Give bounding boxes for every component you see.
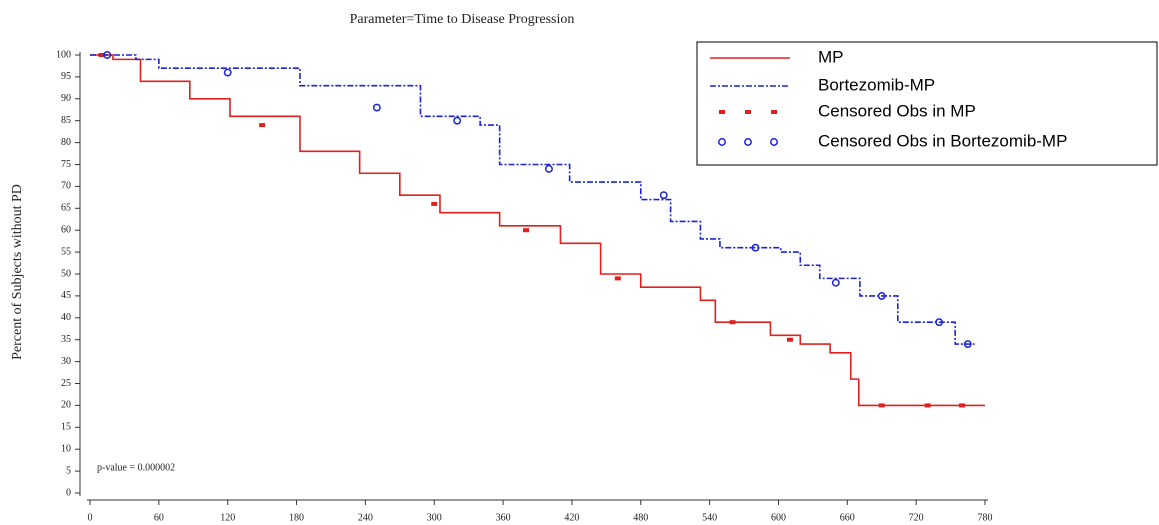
- y-tick-label: 0: [66, 487, 71, 498]
- y-tick-label: 10: [61, 443, 71, 454]
- y-tick-label: 90: [61, 93, 71, 104]
- censored-marker: [924, 403, 931, 408]
- y-tick-label: 40: [61, 312, 71, 323]
- censored-marker: [935, 318, 944, 327]
- y-axis-label: Percent of Subjects without PD: [10, 184, 25, 360]
- y-tick-label: 70: [61, 181, 71, 192]
- x-tick-label: 540: [702, 512, 717, 523]
- censored-marker: [453, 116, 462, 125]
- y-tick-label: 95: [61, 71, 71, 82]
- y-tick-label: 20: [61, 400, 71, 411]
- y-tick-label: 15: [61, 422, 71, 433]
- x-tick-label: 420: [564, 512, 579, 523]
- legend-swatch: [745, 110, 751, 114]
- y-tick-label: 75: [61, 159, 71, 170]
- x-tick-label: 480: [633, 512, 648, 523]
- y-tick-label: 45: [61, 290, 71, 301]
- x-tick-label: 180: [289, 512, 304, 523]
- legend-label: Censored Obs in MP: [818, 101, 976, 120]
- y-tick-label: 80: [61, 137, 71, 148]
- annotation: p-value = 0.000002: [97, 462, 175, 473]
- censored-marker: [729, 320, 736, 325]
- y-tick-label: 65: [61, 203, 71, 214]
- censored-marker: [659, 191, 668, 200]
- x-tick-label: 60: [154, 512, 164, 523]
- censored-marker: [963, 340, 972, 349]
- y-tick-label: 55: [61, 246, 71, 257]
- censored-marker: [786, 337, 793, 342]
- chart-title: Parameter=Time to Disease Progression: [350, 12, 575, 27]
- censored-marker: [431, 201, 438, 206]
- censored-marker: [523, 228, 530, 233]
- legend-label: MP: [818, 47, 844, 66]
- legend-swatch: [744, 138, 752, 146]
- x-tick-label: 720: [909, 512, 924, 523]
- y-tick-label: 35: [61, 334, 71, 345]
- survival-curve: [90, 54, 975, 345]
- censored-marker: [614, 276, 621, 281]
- censored-marker: [98, 53, 105, 57]
- y-tick-label: 5: [66, 465, 71, 476]
- x-tick-label: 0: [88, 512, 93, 523]
- y-tick-label: 85: [61, 115, 71, 126]
- x-tick-label: 780: [978, 512, 993, 523]
- censored-marker: [959, 403, 966, 408]
- y-tick-label: 100: [56, 49, 71, 60]
- censored-marker: [545, 164, 553, 173]
- censored-marker: [878, 403, 885, 408]
- survival-curve: [90, 54, 985, 407]
- y-tick-label: 30: [61, 356, 71, 367]
- legend-label: Bortezomib-MP: [818, 75, 935, 94]
- x-tick-label: 360: [496, 512, 511, 523]
- y-tick-label: 60: [61, 224, 71, 235]
- censored-marker: [372, 103, 381, 112]
- x-tick-label: 120: [220, 512, 235, 523]
- censored-marker: [877, 291, 886, 300]
- y-tick-label: 25: [61, 378, 71, 389]
- censored-marker: [223, 68, 232, 77]
- censored-marker: [259, 123, 266, 128]
- legend-swatch: [718, 138, 726, 146]
- x-tick-label: 600: [771, 512, 786, 523]
- censored-marker: [751, 243, 760, 252]
- y-tick-label: 50: [61, 268, 71, 279]
- legend-swatch: [770, 138, 778, 146]
- x-tick-label: 300: [427, 512, 442, 523]
- legend-swatch: [771, 110, 777, 114]
- legend-swatch: [719, 110, 725, 114]
- censored-marker: [831, 278, 840, 287]
- x-tick-label: 660: [840, 512, 855, 523]
- legend-label: Censored Obs in Bortezomib-MP: [818, 131, 1067, 150]
- censored-marker: [103, 51, 112, 59]
- x-tick-label: 240: [358, 512, 373, 523]
